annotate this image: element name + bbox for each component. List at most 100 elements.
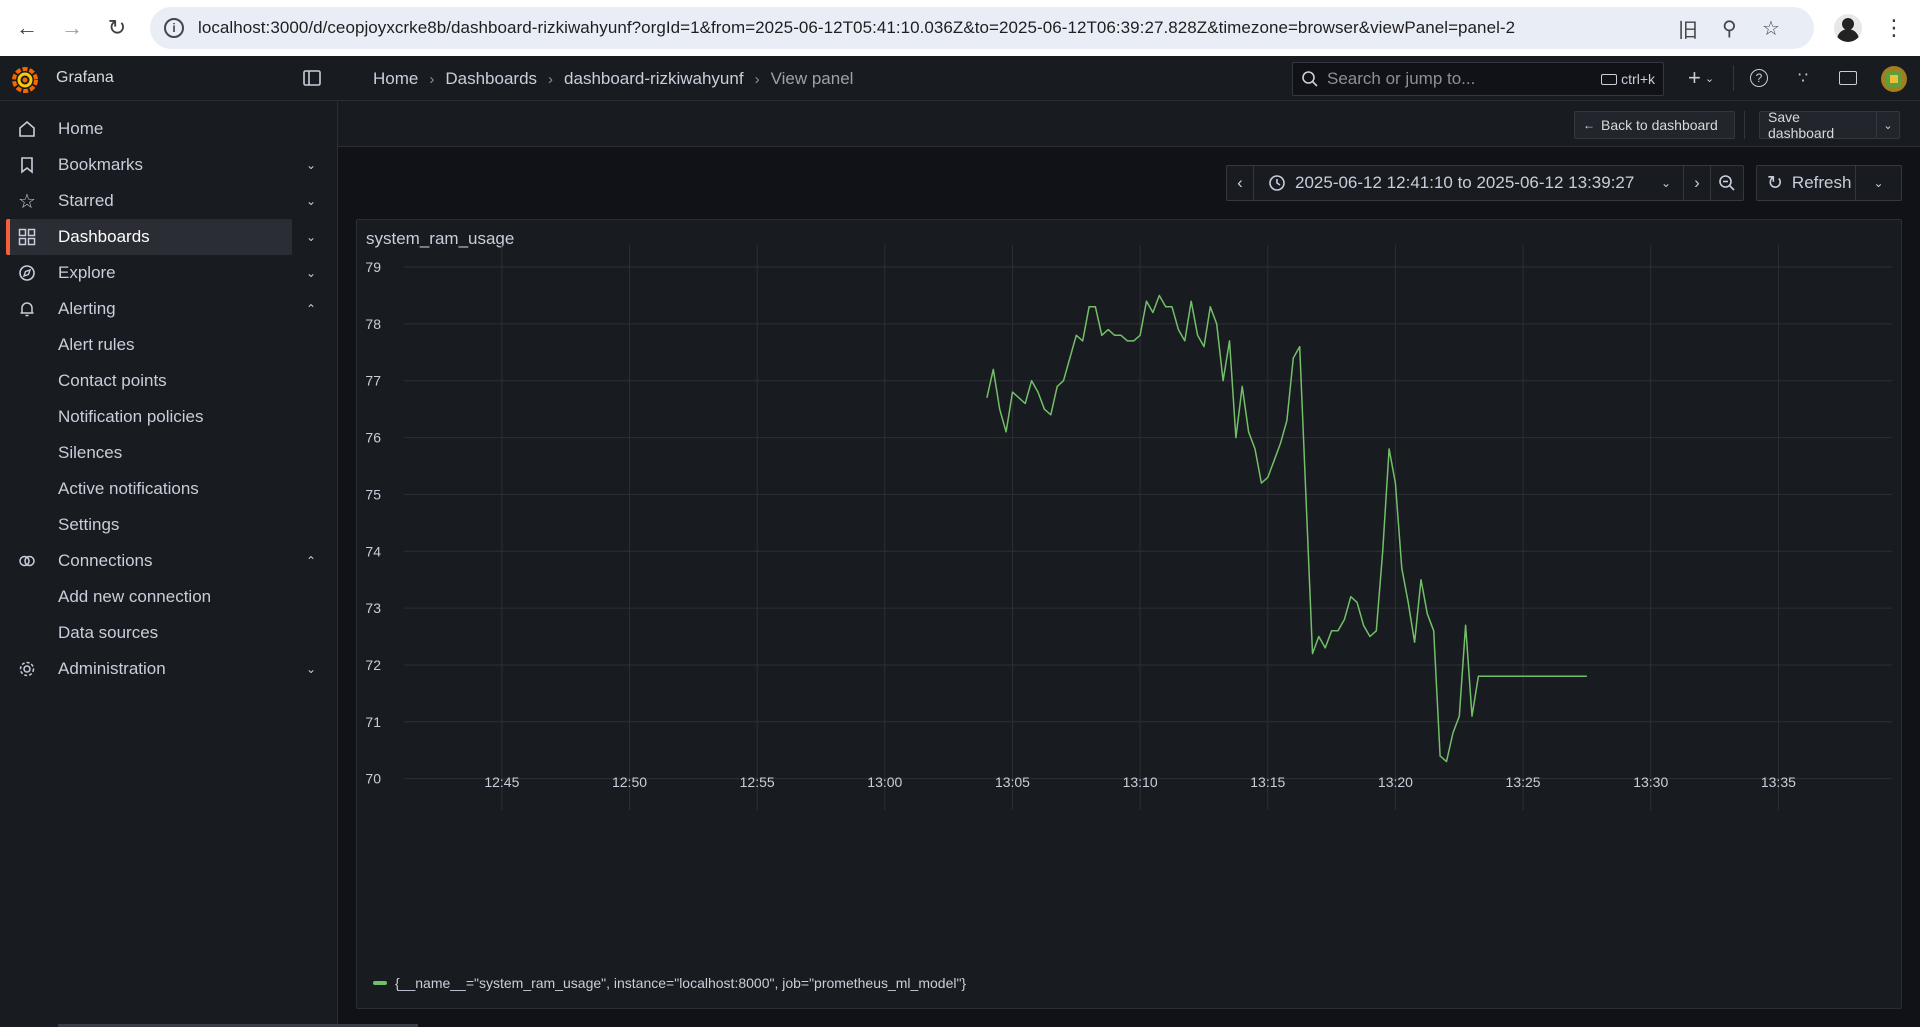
chevron-down-icon: ⌄ bbox=[1873, 176, 1884, 190]
sidebar-item-home[interactable]: Home bbox=[0, 111, 290, 147]
sidebar-item-data-sources[interactable]: Data sources bbox=[58, 623, 159, 642]
plug-icon bbox=[17, 551, 37, 571]
sidebar-item-connections[interactable]: Connections ⌃ bbox=[0, 543, 316, 579]
chevron-down-icon[interactable]: ⌄ bbox=[306, 230, 317, 244]
x-tick-label: 13:20 bbox=[1378, 774, 1413, 790]
horizontal-scrollbar[interactable] bbox=[58, 1024, 418, 1027]
bookmark-star-icon[interactable]: ☆ bbox=[1762, 17, 1780, 40]
profile-avatar[interactable] bbox=[1834, 14, 1862, 42]
grafana-topbar: Grafana Home › Dashboards › dashboard-ri… bbox=[0, 56, 1920, 101]
search-placeholder: Search or jump to... bbox=[1327, 69, 1476, 88]
sidebar-item-label: Starred bbox=[58, 191, 114, 210]
sidebar-item-active-notifications[interactable]: Active notifications bbox=[58, 479, 199, 498]
chevron-up-icon[interactable]: ⌃ bbox=[306, 302, 317, 316]
sidebar-item-alerting-settings[interactable]: Settings bbox=[58, 515, 120, 534]
sidebar-item-administration[interactable]: Administration ⌄ bbox=[0, 651, 316, 687]
zoom-out-button[interactable] bbox=[1710, 165, 1744, 201]
sidebar-item-alert-rules[interactable]: Alert rules bbox=[58, 335, 135, 354]
chevron-up-icon[interactable]: ⌃ bbox=[306, 554, 317, 568]
time-shift-forward-button[interactable]: › bbox=[1683, 165, 1711, 201]
back-to-dashboard-button[interactable]: ← Back to dashboard bbox=[1574, 111, 1735, 139]
address-bar[interactable]: i localhost:3000/d/ceopjoyxcrke8b/dashbo… bbox=[150, 7, 1814, 49]
time-shift-back-button[interactable]: ‹ bbox=[1226, 165, 1254, 201]
x-tick-label: 13:35 bbox=[1761, 774, 1796, 790]
y-tick-label: 72 bbox=[365, 657, 381, 673]
chevron-down-icon[interactable]: ⌄ bbox=[306, 158, 317, 172]
legend-label[interactable]: {__name__="system_ram_usage", instance="… bbox=[395, 975, 967, 991]
y-tick-label: 74 bbox=[365, 543, 381, 559]
refresh-label: Refresh bbox=[1791, 173, 1852, 192]
news-feed-icon[interactable]: ∵ bbox=[1797, 70, 1809, 87]
chevron-down-icon: ⌄ bbox=[1660, 176, 1671, 190]
zoom-icon[interactable]: ⚲ bbox=[1722, 17, 1737, 40]
grafana-logo-icon[interactable] bbox=[11, 66, 39, 94]
refresh-interval-button[interactable]: ⌄ bbox=[1855, 165, 1902, 201]
x-tick-label: 12:50 bbox=[612, 774, 647, 790]
save-dashboard-button[interactable]: Save dashboard bbox=[1759, 109, 1877, 141]
x-tick-label: 13:10 bbox=[1123, 774, 1158, 790]
sidebar-item-silences[interactable]: Silences bbox=[58, 443, 123, 462]
sidebar-item-notification-policies[interactable]: Notification policies bbox=[58, 407, 204, 426]
chart-legend: {__name__="system_ram_usage", instance="… bbox=[373, 975, 966, 991]
breadcrumb-dashboards[interactable]: Dashboards bbox=[445, 69, 538, 88]
sidebar-item-bookmarks[interactable]: Bookmarks ⌄ bbox=[0, 147, 316, 183]
legend-swatch[interactable] bbox=[373, 981, 387, 985]
kiosk-mode-icon[interactable] bbox=[1836, 66, 1860, 90]
chevron-right-icon: › bbox=[429, 70, 435, 88]
home-icon bbox=[17, 119, 37, 139]
browser-toolbar: ← → ↻ i localhost:3000/d/ceopjoyxcrke8b/… bbox=[0, 0, 1920, 56]
x-tick-label: 13:00 bbox=[867, 774, 902, 790]
shortcut-label: ctrl+k bbox=[1621, 71, 1655, 87]
compass-icon bbox=[17, 263, 37, 283]
refresh-button[interactable]: ↻ Refresh bbox=[1756, 165, 1856, 201]
sidebar-item-add-connection[interactable]: Add new connection bbox=[58, 587, 212, 606]
breadcrumb-dashboard[interactable]: dashboard-rizkiwahyunf bbox=[564, 69, 744, 88]
chevron-down-icon[interactable]: ⌄ bbox=[306, 194, 317, 208]
reload-icon[interactable]: ↻ bbox=[107, 15, 127, 40]
sidebar-item-explore[interactable]: Explore ⌄ bbox=[0, 255, 316, 291]
breadcrumb: Home › Dashboards › dashboard-rizkiwahyu… bbox=[373, 69, 853, 89]
forward-arrow-icon[interactable]: → bbox=[61, 15, 83, 40]
browser-menu-icon[interactable]: ⋮ bbox=[1883, 15, 1905, 40]
translate-icon[interactable]: 旧 bbox=[1678, 19, 1698, 42]
keyboard-icon bbox=[1601, 73, 1618, 85]
add-icon[interactable]: + ⌄ bbox=[1687, 65, 1715, 90]
cog-icon bbox=[17, 659, 37, 679]
url-text[interactable]: localhost:3000/d/ceopjoyxcrke8b/dashboar… bbox=[198, 18, 1516, 37]
chevron-right-icon: › bbox=[548, 70, 554, 88]
dock-menu-icon[interactable] bbox=[302, 68, 322, 88]
active-indicator bbox=[6, 219, 292, 255]
keyboard-shortcut: ctrl+k bbox=[1601, 71, 1655, 87]
chevron-down-icon: ⌄ bbox=[1883, 119, 1893, 132]
sidebar-item-label: Administration bbox=[58, 659, 166, 678]
sidebar-item-contact-points[interactable]: Contact points bbox=[58, 371, 167, 390]
sidebar-item-dashboards[interactable]: Dashboards ⌄ bbox=[0, 219, 316, 255]
sidebar-item-starred[interactable]: ☆ Starred ⌄ bbox=[0, 183, 316, 219]
chevron-down-icon[interactable]: ⌄ bbox=[306, 266, 317, 280]
series-line bbox=[986, 294, 1587, 763]
user-avatar[interactable] bbox=[1881, 66, 1907, 92]
y-tick-label: 79 bbox=[365, 259, 381, 275]
time-range-label: 2025-06-12 12:41:10 to 2025-06-12 13:39:… bbox=[1295, 173, 1635, 192]
chevron-down-icon[interactable]: ⌄ bbox=[306, 662, 317, 676]
chart-area[interactable]: 70 71 72 73 74 75 76 77 78 79 12:45 12:50 12:55 13:00… bbox=[357, 220, 1903, 1010]
clock-icon bbox=[1269, 175, 1285, 191]
arrow-left-icon: ← bbox=[1583, 118, 1595, 132]
save-options-button[interactable]: ⌄ bbox=[1876, 111, 1900, 139]
sidebar-item-alerting[interactable]: Alerting ⌃ bbox=[0, 291, 316, 327]
y-tick-label: 78 bbox=[365, 316, 381, 332]
star-icon: ☆ bbox=[18, 190, 36, 213]
y-tick-label: 75 bbox=[365, 486, 381, 502]
breadcrumb-home[interactable]: Home bbox=[373, 69, 419, 88]
zoom-out-icon bbox=[1719, 175, 1735, 191]
x-tick-label: 12:55 bbox=[740, 774, 775, 790]
y-tick-label: 76 bbox=[365, 430, 381, 446]
site-info-icon[interactable]: i bbox=[164, 18, 184, 38]
chevron-right-icon: › bbox=[754, 70, 760, 88]
x-tick-label: 12:45 bbox=[484, 774, 519, 790]
back-arrow-icon[interactable]: ← bbox=[16, 15, 38, 40]
search-input[interactable]: Search or jump to... ctrl+k bbox=[1292, 62, 1664, 96]
time-range-picker[interactable]: 2025-06-12 12:41:10 to 2025-06-12 13:39:… bbox=[1253, 165, 1684, 201]
timeseries-panel: system_ram_usage 70 71 72 73 74 75 76 77 78 79 12:… bbox=[356, 219, 1902, 1009]
help-icon[interactable]: ? bbox=[1747, 66, 1771, 90]
